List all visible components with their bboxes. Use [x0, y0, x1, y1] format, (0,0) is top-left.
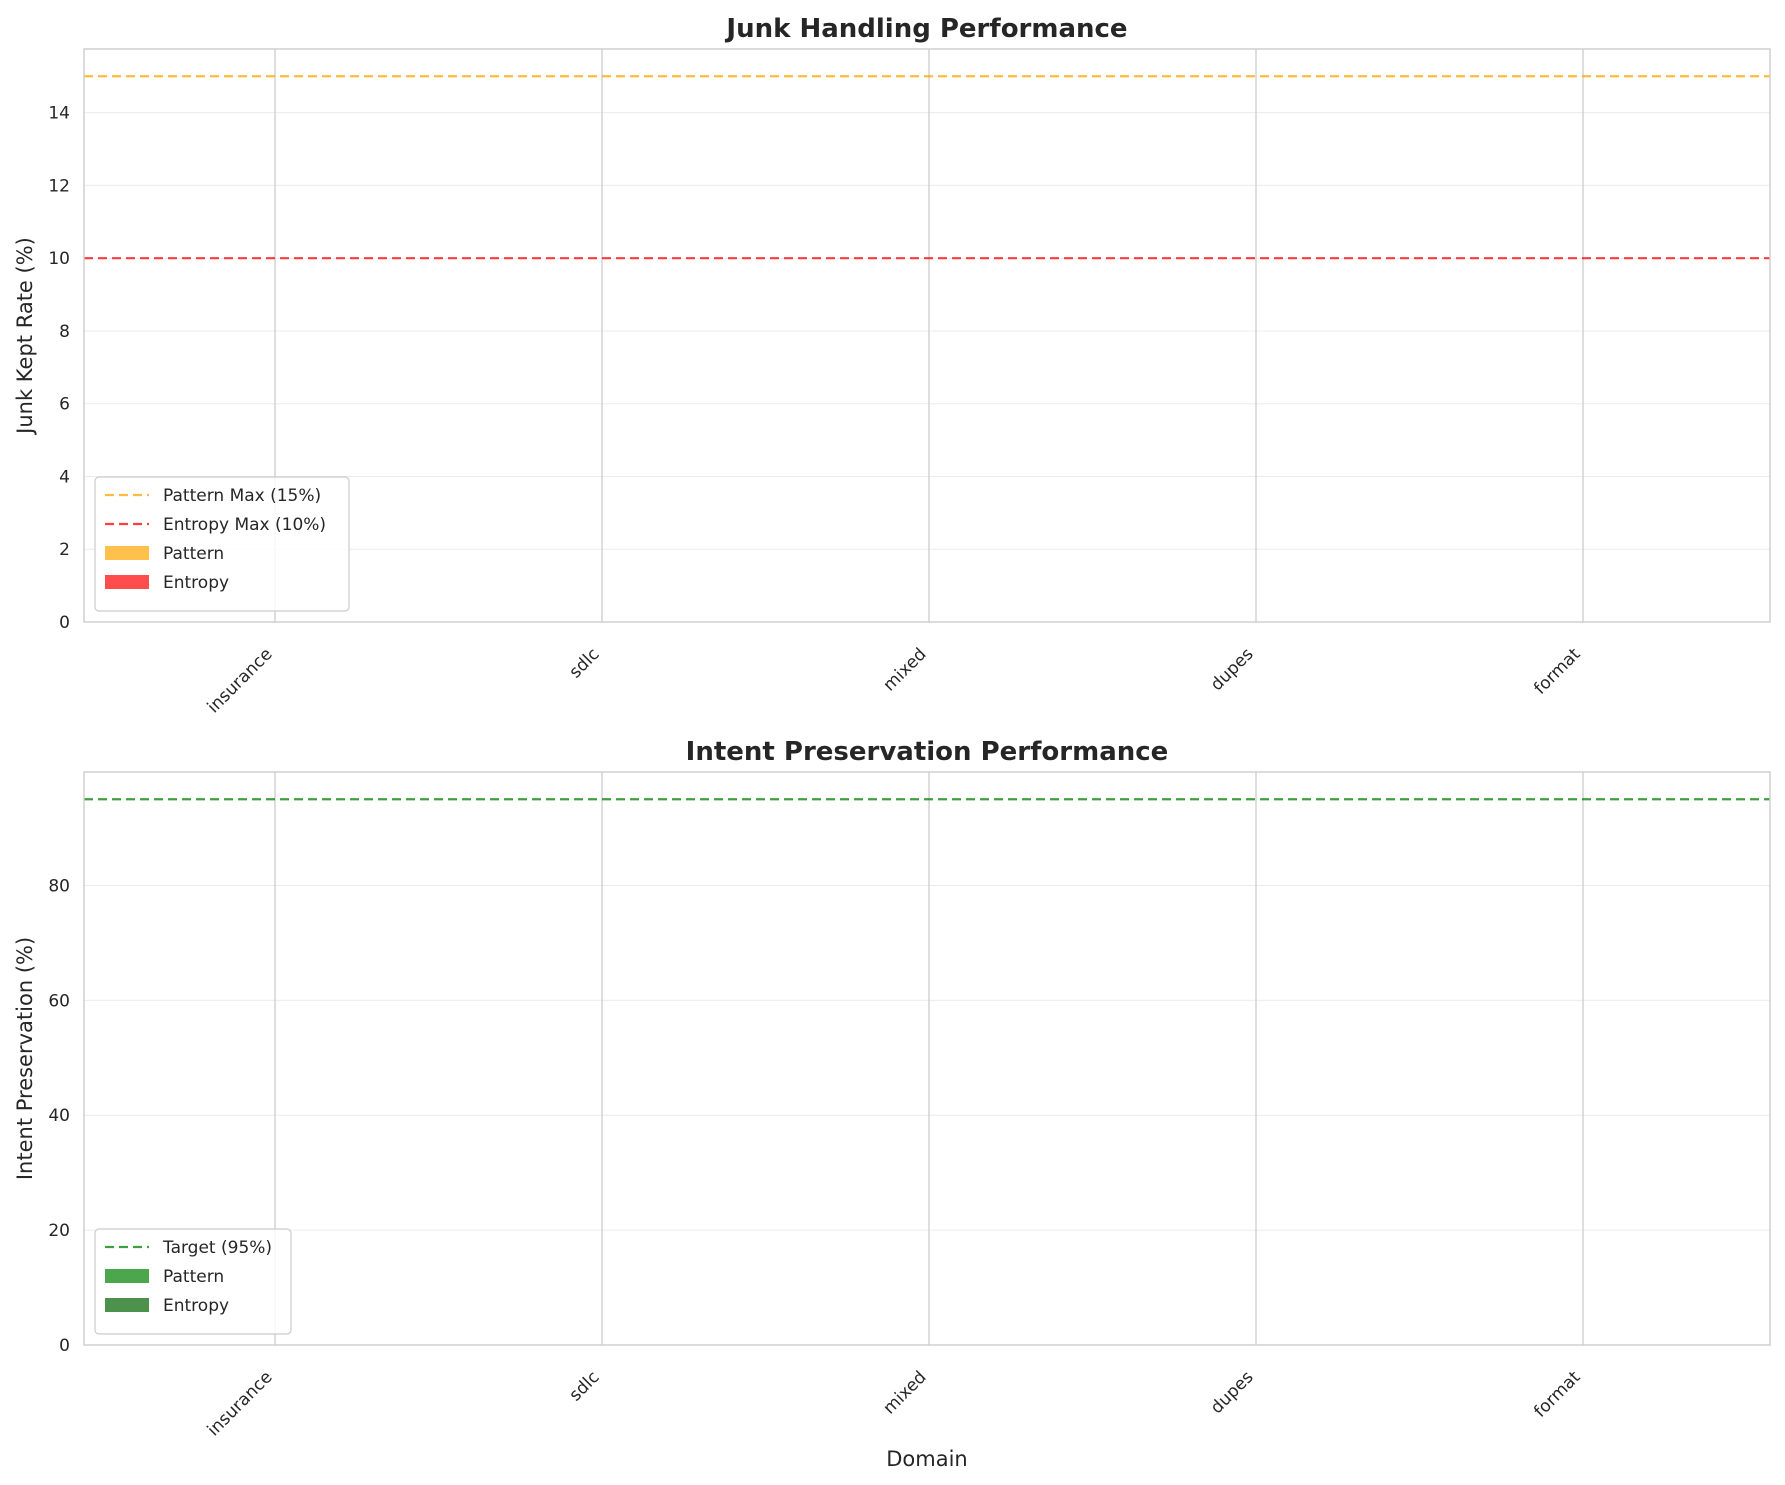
y-tick-label: 40 — [48, 1106, 70, 1126]
legend-label-pattern: Pattern — [163, 1267, 224, 1287]
x-tick-label-sdlc: sdlc — [566, 1367, 604, 1405]
x-tick-label-mixed: mixed — [880, 1367, 931, 1418]
y-tick-label: 12 — [48, 176, 70, 196]
junk-handling-chart: 0 2 4 6 8 10 12 14 insurance sdlc mixed dupes format… — [13, 14, 1770, 717]
legend-swatch-pattern — [105, 1269, 149, 1283]
y-tick-label: 60 — [48, 991, 70, 1011]
chart-title: Junk Handling Performance — [724, 14, 1127, 44]
legend-label-target-95: Target (95%) — [162, 1238, 272, 1258]
legend-swatch-entropy — [105, 575, 149, 589]
y-tick-label: 2 — [59, 540, 70, 560]
legend-label-entropy: Entropy — [163, 1296, 229, 1316]
x-tick-label-sdlc: sdlc — [566, 644, 604, 682]
legend-label-pattern-max-15: Pattern Max (15%) — [163, 486, 321, 506]
y-tick-label: 4 — [59, 467, 70, 487]
y-tick-label: 14 — [48, 104, 70, 124]
legend: Pattern Max (15%) Entropy Max (10%) Patter… — [95, 477, 349, 611]
x-axis-label: Domain — [886, 1447, 968, 1471]
x-tick-label-mixed: mixed — [880, 644, 931, 695]
legend-label-entropy-max-10: Entropy Max (10%) — [163, 515, 326, 535]
legend-swatch-entropy — [105, 1298, 149, 1312]
intent-preservation-chart: 0 20 40 60 80 insurance sdlc mixed dupes format In… — [13, 737, 1770, 1471]
legend: Target (95%) Pattern Entropy — [95, 1229, 291, 1334]
legend-label-entropy: Entropy — [163, 573, 229, 593]
x-tick-label-insurance: insurance — [204, 1367, 277, 1440]
y-axis-label: Junk Kept Rate (%) — [13, 237, 37, 436]
y-tick-label: 6 — [59, 395, 70, 415]
chart-title: Intent Preservation Performance — [686, 737, 1169, 767]
x-tick-label-format: format — [1530, 644, 1584, 698]
y-tick-label: 0 — [59, 613, 70, 633]
plot-area — [84, 772, 1770, 1345]
y-tick-label: 8 — [59, 322, 70, 342]
x-tick-label-dupes: dupes — [1207, 1367, 1258, 1418]
x-tick-label-dupes: dupes — [1207, 644, 1258, 695]
legend-label-pattern: Pattern — [163, 544, 224, 564]
x-tick-label-format: format — [1530, 1367, 1584, 1421]
y-tick-label: 80 — [48, 876, 70, 896]
legend-swatch-pattern — [105, 546, 149, 560]
y-tick-label: 20 — [48, 1221, 70, 1241]
y-axis-label: Intent Preservation (%) — [13, 937, 37, 1180]
y-tick-label: 0 — [59, 1336, 70, 1356]
y-tick-label: 10 — [48, 249, 70, 269]
x-tick-label-insurance: insurance — [204, 644, 277, 717]
